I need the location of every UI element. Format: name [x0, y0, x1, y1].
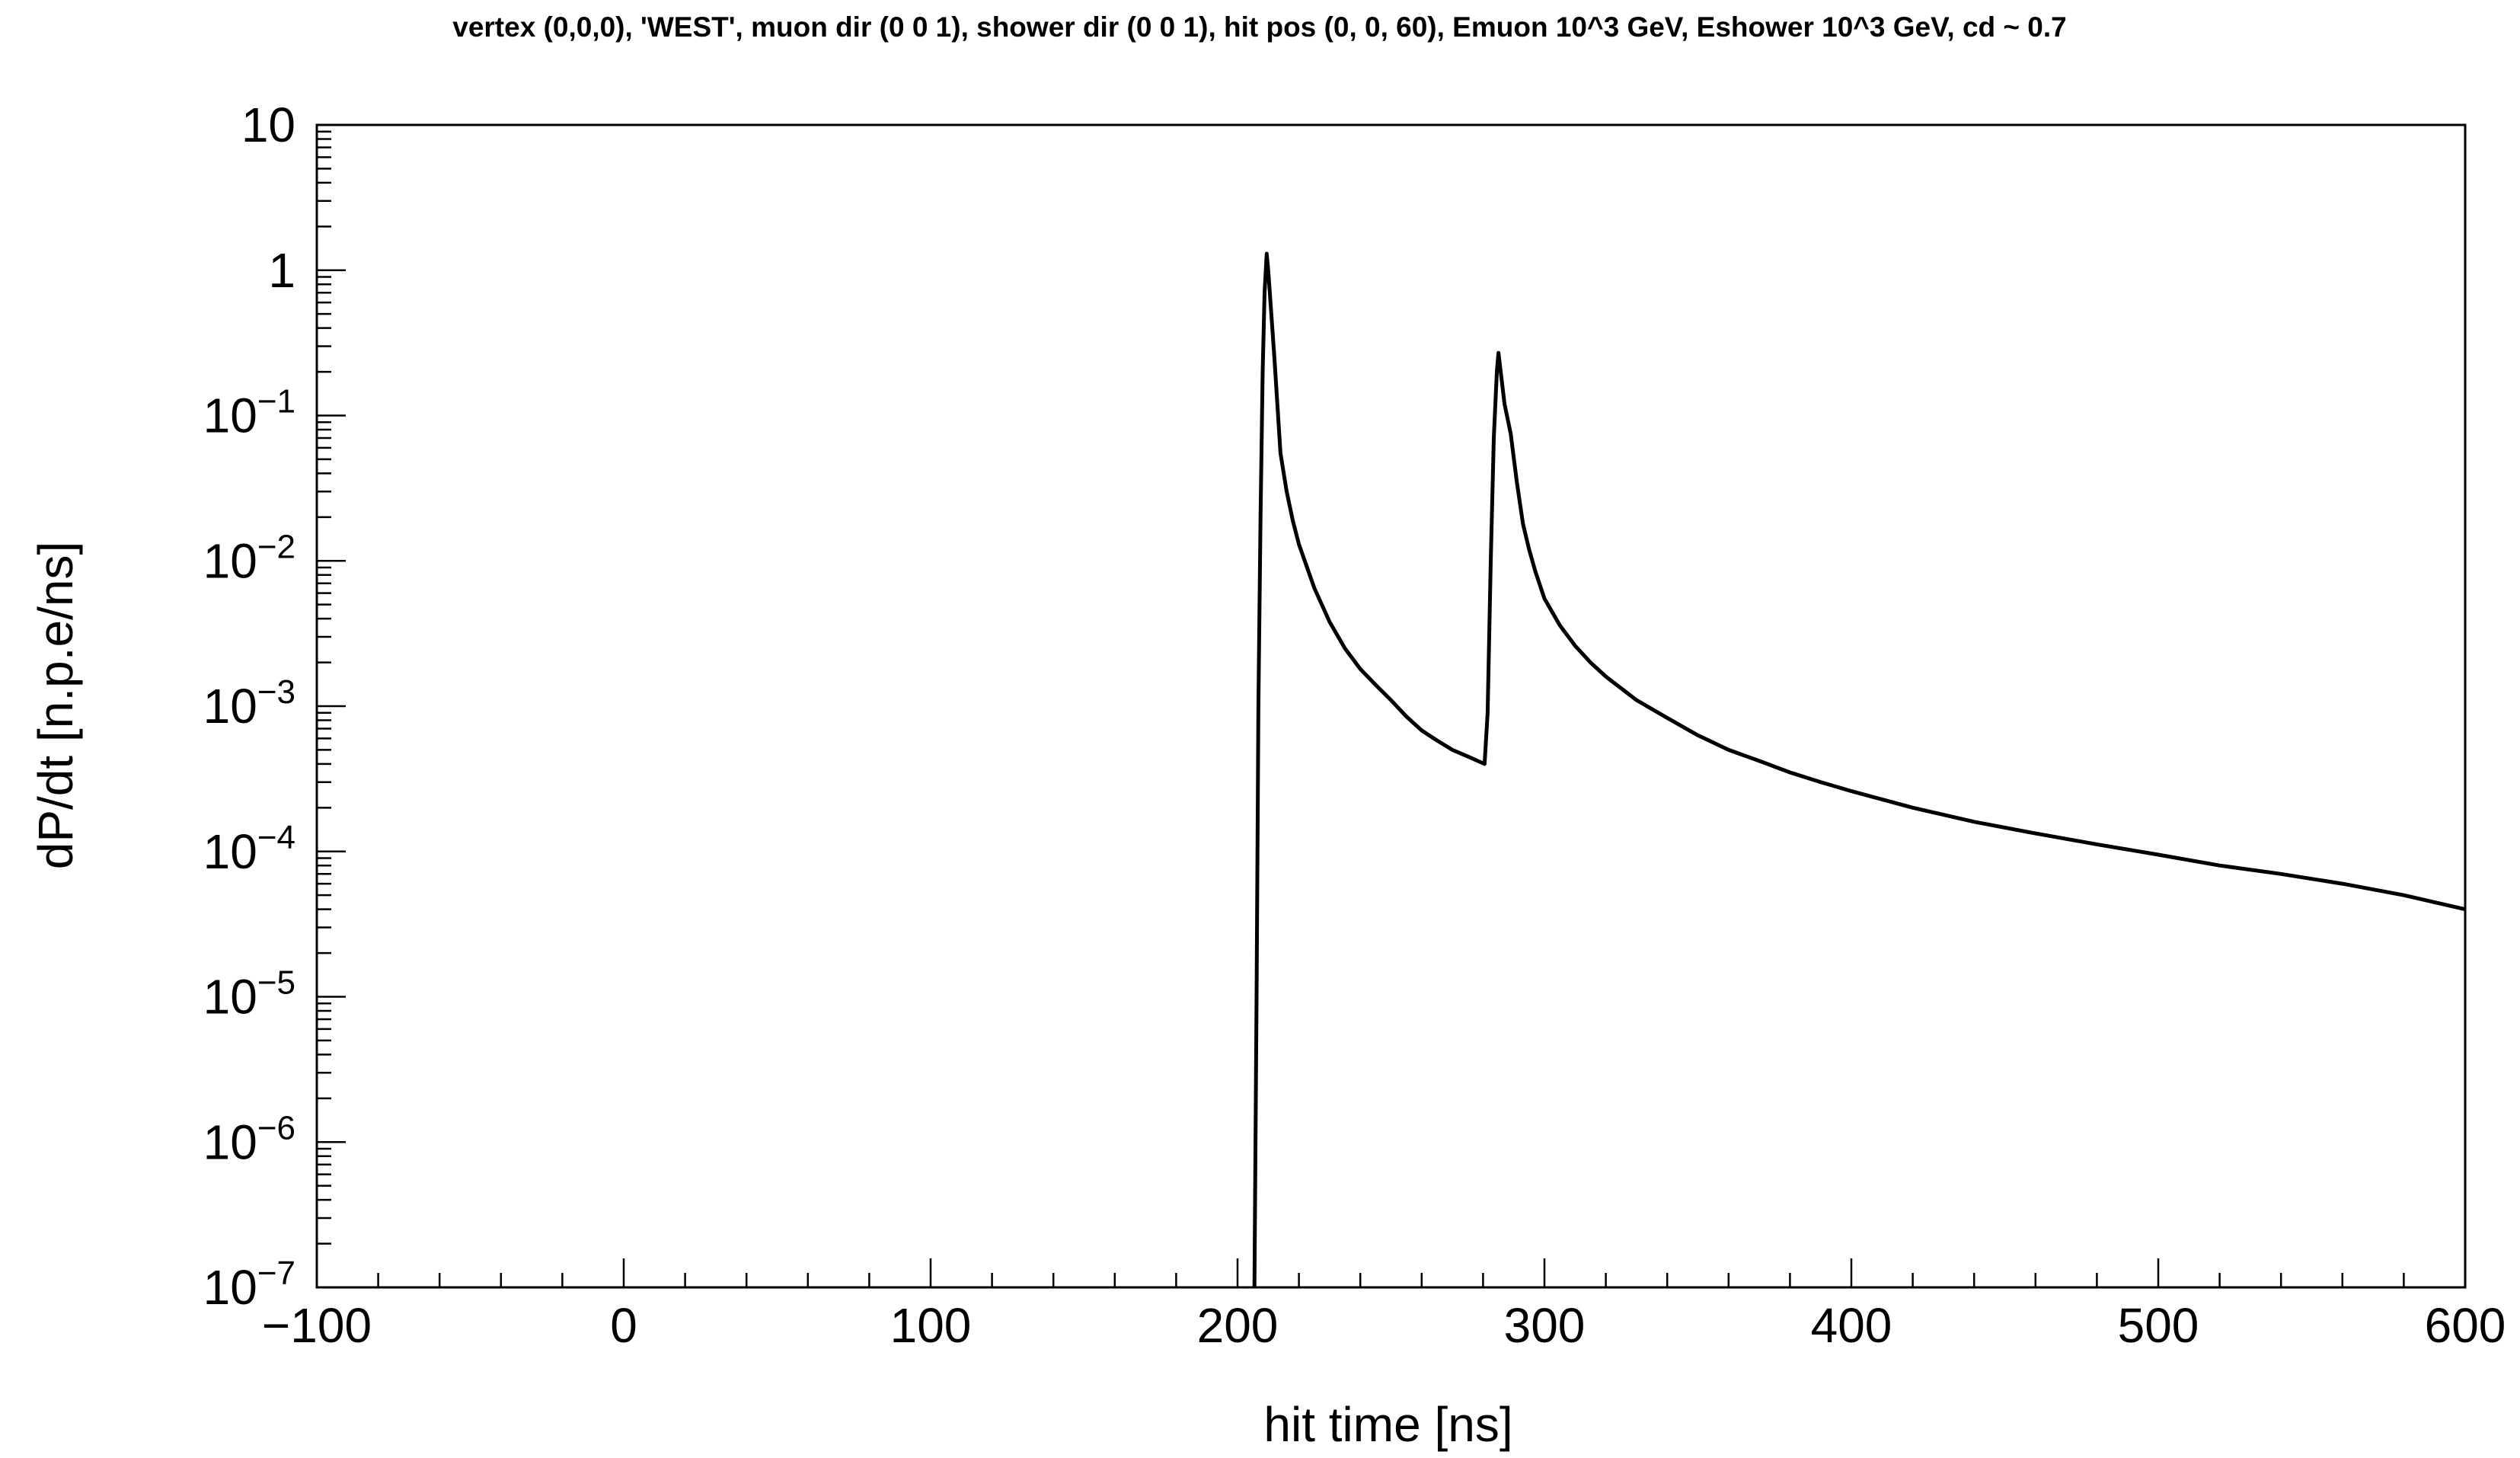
x-tick-label: 600	[2425, 1298, 2506, 1353]
y-tick-label: 10−4	[203, 819, 295, 879]
y-axis-ticks	[317, 123, 346, 1289]
x-tick-label: −100	[262, 1298, 372, 1353]
x-tick-label: 100	[890, 1298, 972, 1353]
y-tick-label: 10−5	[203, 964, 295, 1025]
chart-title: vertex (0,0,0), 'WEST', muon dir (0 0 1)…	[452, 11, 2067, 43]
y-axis-title: dP/dt [n.p.e/ns]	[28, 542, 83, 870]
y-tick-label: 10−1	[203, 383, 295, 443]
x-tick-label: 0	[610, 1298, 637, 1353]
x-tick-label: 200	[1197, 1298, 1279, 1353]
x-tick-label: 300	[1504, 1298, 1586, 1353]
y-axis-tick-labels: 10 1 10−1 10−2 10−3 10−4 10−5 10−6 10−7	[203, 98, 295, 1315]
x-axis-title: hit time [ns]	[1263, 1397, 1512, 1452]
x-tick-label: 400	[1811, 1298, 1892, 1353]
y-tick-label: 1	[268, 243, 295, 298]
plot-area	[315, 123, 2467, 1289]
y-tick-label: 10	[241, 98, 295, 152]
y-tick-label: 10−6	[203, 1109, 295, 1169]
x-axis-tick-labels: −100 0 100 200 300 400 500 600	[262, 1298, 2506, 1353]
series-line-dpdt	[1252, 251, 2466, 1288]
y-tick-label: 10−3	[203, 673, 295, 734]
x-tick-label: 500	[2118, 1298, 2199, 1353]
y-tick-label: 10−7	[203, 1255, 295, 1315]
x-axis-ticks	[315, 1258, 2467, 1287]
y-tick-label: 10−2	[203, 528, 295, 588]
